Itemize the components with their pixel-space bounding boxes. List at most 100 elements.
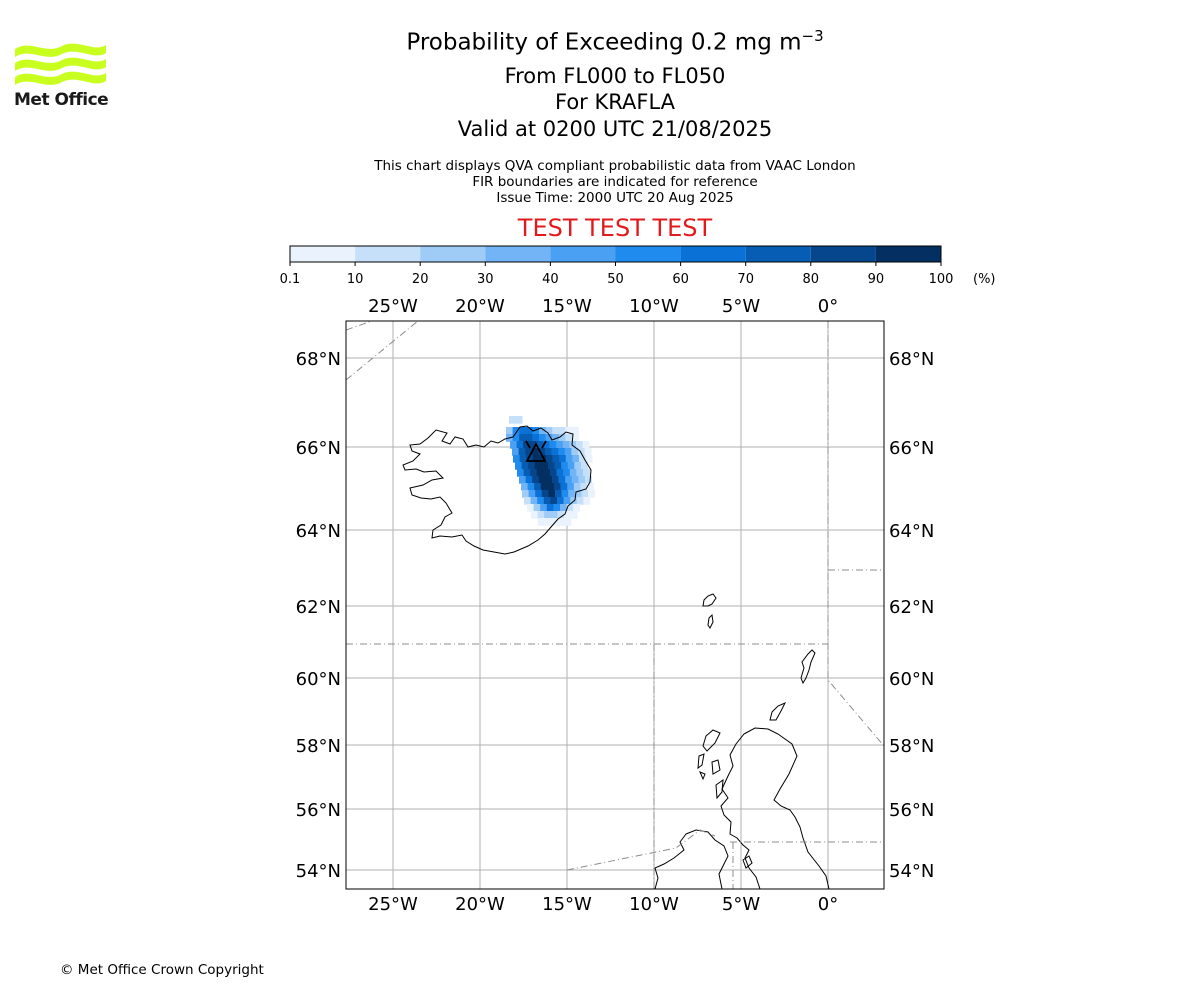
ash-cell <box>561 490 569 498</box>
ash-cell <box>540 504 548 512</box>
colorbar-labels: 0.1 10 20 30 40 50 60 70 80 90 100 <box>280 272 954 287</box>
colorbar-tick-label: 100 <box>929 272 954 287</box>
ash-cell <box>578 476 586 484</box>
ash-cell <box>538 476 546 484</box>
ash-cell <box>556 441 564 449</box>
svg-text:64°N: 64°N <box>296 521 341 542</box>
ash-cell <box>539 434 546 442</box>
ash-cell <box>553 504 561 512</box>
ash-cell <box>527 483 535 491</box>
met-office-logo-text: Met Office <box>14 90 109 110</box>
ash-cell <box>570 511 578 519</box>
colorbar-segment <box>550 246 616 262</box>
ash-cell <box>550 469 557 477</box>
ash-cell <box>541 490 549 498</box>
ash-cell <box>561 462 569 470</box>
ash-cell <box>513 455 520 463</box>
faroe-islands-coastline <box>702 593 717 629</box>
svg-text:68°N: 68°N <box>296 349 341 370</box>
colorbar-tick-label: 90 <box>868 272 885 287</box>
ash-cell <box>532 455 540 463</box>
svg-text:56°N: 56°N <box>889 800 934 821</box>
isle-of-man-coastline <box>742 855 753 869</box>
ash-cell <box>512 427 520 435</box>
map-area <box>346 321 884 889</box>
svg-text:60°N: 60°N <box>889 669 934 690</box>
ash-cell <box>552 427 560 435</box>
shetland-coastline <box>800 649 816 685</box>
ash-cell <box>569 469 577 477</box>
ash-cell <box>543 469 551 477</box>
colorbar-segment <box>420 246 486 262</box>
ash-cell <box>515 462 522 470</box>
ash-cell <box>529 441 537 449</box>
svg-text:54°N: 54°N <box>296 861 341 882</box>
svg-text:15°W: 15°W <box>542 296 592 317</box>
ash-cell <box>554 462 562 470</box>
svg-text:68°N: 68°N <box>889 349 934 370</box>
ash-cell <box>583 497 591 505</box>
ash-cell <box>546 504 554 512</box>
ash-cell <box>521 483 528 491</box>
ash-cell <box>580 483 588 491</box>
colorbar-unit: (%) <box>973 272 996 287</box>
ash-cell <box>555 490 562 498</box>
ash-cell <box>571 476 579 484</box>
fir-note: FIR boundaries are indicated for referen… <box>472 174 758 190</box>
ash-cell <box>563 497 571 505</box>
ash-cell <box>531 448 539 456</box>
ash-cell <box>525 427 533 435</box>
svg-text:5°W: 5°W <box>722 894 760 915</box>
ash-cell <box>534 462 542 470</box>
ash-cell <box>527 504 534 512</box>
colorbar-segment <box>745 246 811 262</box>
ash-cell <box>546 455 553 463</box>
ash-cell <box>519 427 527 435</box>
ash-cell <box>532 434 540 442</box>
test-banner: TEST TEST TEST <box>517 214 713 242</box>
ash-cell <box>578 448 585 456</box>
ash-cell <box>525 448 533 456</box>
ash-cell <box>573 483 581 491</box>
ash-cell <box>588 490 595 498</box>
ash-cell <box>538 448 546 456</box>
ash-cell <box>512 448 519 456</box>
ash-cell <box>572 455 580 463</box>
ash-cell <box>559 455 567 463</box>
ash-cell <box>515 416 523 424</box>
ash-cell <box>525 476 533 484</box>
ash-cell <box>558 434 566 442</box>
volcano-name: For KRAFLA <box>555 90 675 114</box>
ash-cell <box>563 469 571 477</box>
ash-cell <box>517 469 524 477</box>
ash-cell <box>509 416 516 424</box>
colorbar-tick-label: 30 <box>477 272 494 287</box>
ash-cell <box>573 504 581 512</box>
colorbar-tick-label: 10 <box>347 272 364 287</box>
svg-text:0°: 0° <box>818 894 838 915</box>
svg-text:58°N: 58°N <box>296 736 341 757</box>
svg-text:10°W: 10°W <box>629 296 679 317</box>
chart-title: Probability of Exceeding 0.2 mg m−3 <box>406 27 824 56</box>
ash-cell <box>564 518 572 526</box>
ash-cell <box>549 441 557 449</box>
ash-cell <box>523 441 531 449</box>
svg-text:10°W: 10°W <box>629 894 679 915</box>
svg-text:64°N: 64°N <box>889 521 934 542</box>
ash-cell <box>576 469 584 477</box>
ash-cell <box>544 511 552 519</box>
ash-cell <box>571 448 579 456</box>
met-office-logo <box>15 43 106 85</box>
ash-cell <box>552 455 560 463</box>
colorbar-tick-label: 50 <box>607 272 624 287</box>
ash-cell <box>540 483 548 491</box>
ash-cell <box>565 434 573 442</box>
ash-cell <box>543 497 551 505</box>
ash-cell <box>510 441 517 449</box>
ash-cell <box>537 497 545 505</box>
ash-cell <box>519 455 527 463</box>
colorbar-tick-label: 0.1 <box>280 272 301 287</box>
ash-cell <box>550 511 558 519</box>
ash-cell <box>581 462 588 470</box>
ash-cell <box>558 448 566 456</box>
